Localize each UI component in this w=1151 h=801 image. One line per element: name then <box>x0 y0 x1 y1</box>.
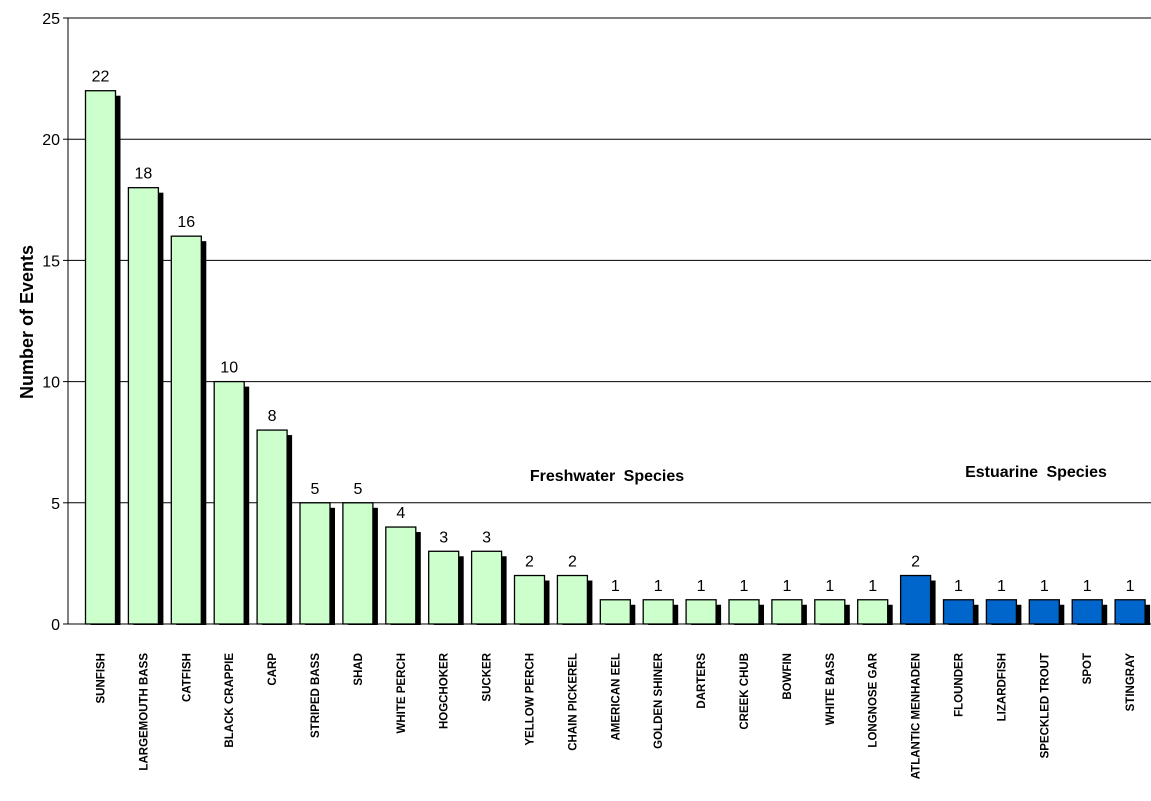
category-label: CARP <box>267 653 279 686</box>
data-label: 1 <box>654 578 663 595</box>
data-label: 5 <box>353 481 362 498</box>
bar <box>1071 599 1103 625</box>
y-tick-label: 10 <box>42 375 60 392</box>
bar <box>299 502 331 625</box>
gridlines <box>68 17 1151 504</box>
group-label: Estuarine Species <box>965 464 1107 481</box>
bar <box>642 599 674 625</box>
category-label: LARGEMOUTH BASS <box>138 653 150 771</box>
y-tick-label: 25 <box>42 11 60 28</box>
data-label: 1 <box>697 578 706 595</box>
data-label: 3 <box>439 529 448 546</box>
y-tick-label: 0 <box>51 617 60 634</box>
category-label: BLACK CRAPPIE <box>224 653 236 748</box>
bar <box>556 574 589 625</box>
bar <box>127 187 160 625</box>
category-label: DARTERS <box>696 653 708 709</box>
data-label: 1 <box>611 578 620 595</box>
category-label: LIZARDFISH <box>996 653 1008 721</box>
bar <box>170 235 202 625</box>
data-label: 1 <box>1083 578 1092 595</box>
data-label: 18 <box>135 166 153 183</box>
category-label: CHAIN PICKEREL <box>567 653 579 751</box>
category-label: SPOT <box>1082 653 1094 684</box>
bar <box>599 599 631 625</box>
y-tick-label: 5 <box>51 496 60 513</box>
bar <box>513 574 546 625</box>
data-label: 1 <box>740 578 749 595</box>
category-label: SHAD <box>353 653 365 686</box>
category-label: HOGCHOKER <box>439 652 451 729</box>
data-label: 3 <box>482 529 491 546</box>
data-label: 4 <box>396 505 405 522</box>
category-label: LONGNOSE GAR <box>868 652 880 747</box>
y-axis-label: Number of Events <box>17 245 37 399</box>
bar <box>385 526 417 625</box>
data-label: 10 <box>220 360 238 377</box>
data-label: 16 <box>177 214 195 231</box>
category-label: YELLOW PERCH <box>525 653 537 746</box>
data-label: 1 <box>782 578 791 595</box>
category-label: SUNFISH <box>96 653 108 703</box>
data-label: 1 <box>825 578 834 595</box>
bar <box>342 502 374 625</box>
category-label: FLOUNDER <box>954 652 966 717</box>
data-label: 2 <box>568 554 577 571</box>
data-label: 1 <box>954 578 963 595</box>
data-label: 2 <box>525 554 534 571</box>
data-label: 1 <box>1126 578 1135 595</box>
y-tick-label: 15 <box>42 253 60 270</box>
bar <box>428 550 460 625</box>
bar <box>985 599 1018 625</box>
bar <box>1028 599 1060 625</box>
data-label: 22 <box>92 69 110 86</box>
bar <box>899 574 932 625</box>
category-label: AMERICAN EEL <box>610 653 622 741</box>
bar <box>942 599 975 625</box>
data-label: 5 <box>311 481 320 498</box>
group-label: Freshwater Species <box>530 468 684 485</box>
data-label: 8 <box>268 408 277 425</box>
bar <box>256 429 288 625</box>
category-label: SPECKLED TROUT <box>1039 653 1051 758</box>
bar <box>213 380 245 625</box>
category-label: ATLANTIC MENHADEN <box>911 653 923 779</box>
data-label: 1 <box>1040 578 1049 595</box>
category-label: STINGRAY <box>1125 653 1137 712</box>
bar <box>814 599 846 625</box>
category-label: BOWFIN <box>782 653 794 700</box>
bar <box>857 599 889 625</box>
bar <box>728 599 760 625</box>
category-label: SUCKER <box>482 652 494 701</box>
bar <box>771 599 803 625</box>
category-label: WHITE PERCH <box>396 653 408 734</box>
bar-shadows <box>90 95 1151 626</box>
data-label: 2 <box>911 554 920 571</box>
bars <box>84 90 1146 625</box>
category-label: GOLDEN SHINER <box>653 652 665 749</box>
category-label: CATFISH <box>181 653 193 702</box>
y-tick-label: 20 <box>42 132 60 149</box>
bar <box>84 90 117 625</box>
category-label: STRIPED BASS <box>310 653 322 738</box>
axes <box>63 17 1151 625</box>
bar <box>1114 599 1146 625</box>
data-label: 1 <box>997 578 1006 595</box>
bar <box>470 550 503 625</box>
category-label: CREEK CHUB <box>739 653 751 730</box>
data-label: 1 <box>868 578 877 595</box>
bar <box>685 599 717 625</box>
category-label: WHITE BASS <box>825 653 837 726</box>
